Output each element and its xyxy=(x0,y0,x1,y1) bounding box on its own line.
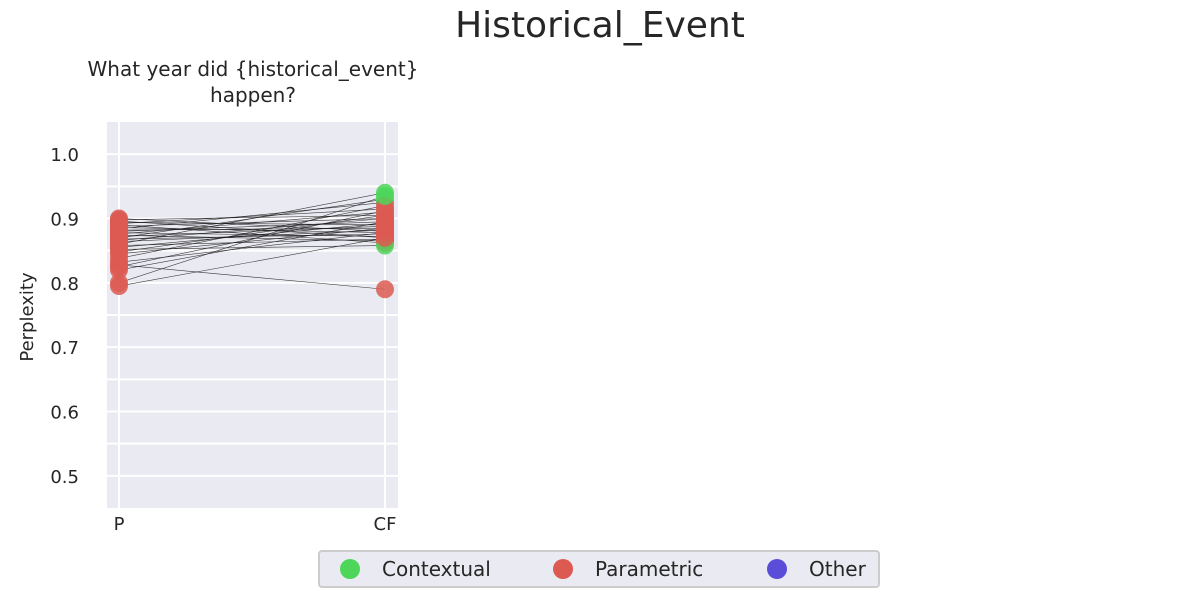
legend-item-contextual: Contextual xyxy=(340,552,491,586)
legend-item-parametric: Parametric xyxy=(553,552,703,586)
pair-line xyxy=(118,210,386,268)
pair-line xyxy=(118,195,386,284)
point-cf xyxy=(376,212,394,231)
pair-line xyxy=(118,218,386,241)
parametric-marker-icon xyxy=(553,559,573,579)
pair-line xyxy=(118,208,386,224)
chart-title: What year did {historical_event} happen? xyxy=(87,57,419,107)
pair-line xyxy=(118,192,386,245)
legend-item-other: Other xyxy=(767,552,866,586)
pair-line xyxy=(118,218,386,227)
point-cf xyxy=(376,280,394,299)
pair-line xyxy=(118,222,386,248)
pair-line xyxy=(118,221,386,271)
contextual-marker-icon xyxy=(340,559,360,579)
pair-line xyxy=(118,222,386,226)
pair-line xyxy=(118,214,386,221)
pair-lines xyxy=(118,192,386,290)
pair-line xyxy=(118,233,386,240)
y-tick-label: 0.5 xyxy=(50,467,79,488)
x-tick-label: CF xyxy=(374,514,397,535)
other-marker-icon xyxy=(767,559,787,579)
y-tick-label: 0.9 xyxy=(50,210,79,231)
legend-label-parametric: Parametric xyxy=(595,557,704,581)
y-tick-label: 0.6 xyxy=(50,403,79,424)
point-p xyxy=(110,260,128,279)
figure-title: Historical_Event xyxy=(455,5,745,46)
pair-line xyxy=(118,205,386,259)
point-cf xyxy=(376,228,394,247)
pair-line xyxy=(118,202,386,230)
point-p xyxy=(110,277,128,296)
x-tick-label: P xyxy=(114,514,125,535)
pair-line xyxy=(118,229,386,242)
pair-line xyxy=(118,218,386,232)
pair-line xyxy=(118,214,386,253)
legend: Contextual Parametric Other xyxy=(318,550,880,588)
pair-line xyxy=(118,221,386,232)
grid xyxy=(107,122,398,508)
pair-line xyxy=(118,237,386,287)
y-tick-label: 0.7 xyxy=(50,338,79,359)
pair-line xyxy=(118,232,386,237)
tick-labels: 0.5 0.6 0.7 0.8 0.9 1.0 P CF xyxy=(50,145,396,535)
y-tick-label: 1.0 xyxy=(50,145,79,166)
y-tick-label: 0.8 xyxy=(50,274,79,295)
data-points xyxy=(110,183,394,299)
pair-line xyxy=(118,238,386,246)
pair-line xyxy=(118,264,386,290)
legend-label-contextual: Contextual xyxy=(382,557,491,581)
y-axis-label: Perplexity xyxy=(17,272,38,362)
pair-line xyxy=(118,211,386,235)
pair-line xyxy=(118,225,386,237)
point-cf xyxy=(376,186,394,205)
legend-label-other: Other xyxy=(809,557,866,581)
